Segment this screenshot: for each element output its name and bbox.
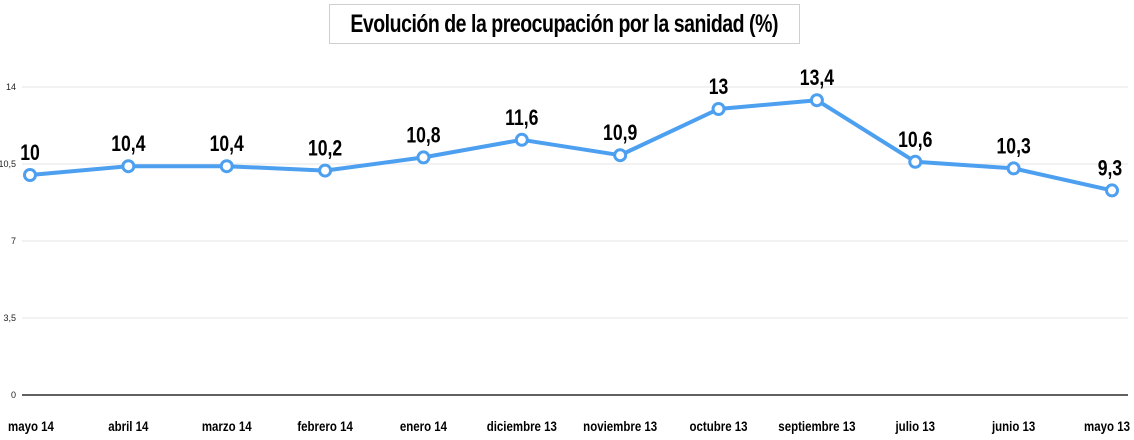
data-label: 10,6 [898,128,932,152]
data-point [23,168,37,182]
data-point [416,150,431,165]
series-line [28,98,1114,193]
x-tick-label: noviembre 13 [583,418,657,434]
data-label: 10,9 [603,121,637,145]
x-tick-label: mayo 13 [1084,418,1130,434]
data-point [219,159,234,174]
data-label: 10,3 [997,135,1031,159]
data-label: 9,3 [1098,157,1122,181]
data-label: 10,4 [111,132,145,156]
x-axis-ticks: mayo 14 abril 14 marzo 14 febrero 14 enero 1… [8,418,1130,434]
data-point [514,132,529,147]
chart-title-box: Evolución de la preocupación por la sani… [329,4,800,44]
data-point [1105,183,1119,198]
x-tick-label: junio 13 [991,418,1035,434]
x-tick-label: mayo 14 [8,418,55,434]
data-label: 10,8 [406,124,440,148]
data-point [1006,161,1021,176]
y-tick-label: 0 [11,390,16,400]
x-tick-label: marzo 14 [202,418,253,434]
x-tick-label: enero 14 [400,418,448,434]
x-tick-label: abril 14 [108,418,149,434]
data-label: 10 [20,141,40,165]
series-line-path [28,98,1114,193]
data-label: 10,2 [308,137,342,161]
x-tick-label: septiembre 13 [778,418,855,434]
data-point [121,159,136,174]
data-labels: 10 10,4 10,4 10,2 10,8 11,6 10,9 13 13,4 10,6 10,3… [20,66,1122,180]
y-tick-label: 14 [6,82,16,92]
chart-title: Evolución de la preocupación por la sani… [350,9,779,38]
y-tick-label: 10,5 [0,159,16,169]
gridlines [22,86,1128,396]
data-label: 13 [709,75,729,99]
y-axis-ticks: 0 3,5 7 10,5 14 [0,82,16,400]
y-tick-label: 3,5 [3,313,16,323]
data-label: 13,4 [800,66,834,90]
x-tick-label: febrero 14 [297,418,353,434]
data-point [318,163,333,178]
data-point [613,148,628,163]
y-tick-label: 7 [11,236,16,246]
x-tick-label: julio 13 [895,418,935,434]
series-points [23,93,1119,198]
data-point [908,154,923,169]
data-label: 11,6 [505,106,538,130]
data-point [711,102,726,116]
data-label: 10,4 [210,132,244,156]
x-tick-label: diciembre 13 [487,418,557,434]
x-tick-label: octubre 13 [690,418,748,434]
data-point [809,93,824,108]
